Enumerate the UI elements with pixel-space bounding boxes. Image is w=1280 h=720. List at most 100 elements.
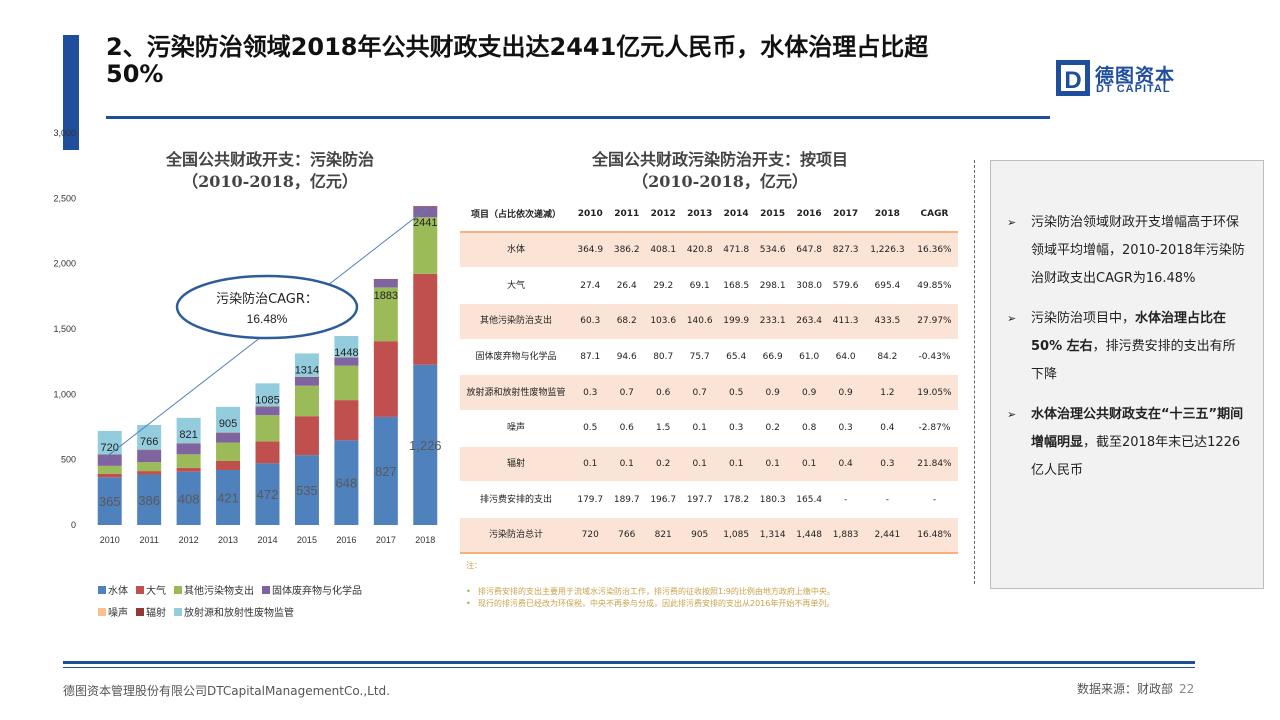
table-cell-item: 水体 bbox=[460, 232, 572, 268]
footer-rule-thin bbox=[63, 667, 1195, 668]
table-header-year: 2014 bbox=[718, 196, 754, 232]
right-chart-title-line2: （2010-2018，亿元） bbox=[560, 171, 880, 193]
x-tick-label: 2014 bbox=[257, 535, 277, 545]
table-cell-value: 168.5 bbox=[718, 268, 754, 304]
legend-swatch bbox=[262, 586, 270, 594]
bar-segment bbox=[413, 274, 437, 365]
bar-segment bbox=[216, 443, 240, 461]
table-row: 固体废弃物与化学品87.194.680.775.765.466.961.064.… bbox=[460, 339, 958, 375]
legend-item: 水体 bbox=[98, 582, 128, 597]
table-cell-value: 199.9 bbox=[718, 303, 754, 339]
table-cell-value: - bbox=[827, 482, 863, 518]
table-cell-value: 0.3 bbox=[572, 375, 608, 411]
x-tick-label: 2012 bbox=[179, 535, 199, 545]
bar-segment bbox=[177, 444, 201, 455]
table-cell-value: 695.4 bbox=[864, 268, 911, 304]
table-cell-value: -0.43% bbox=[911, 339, 958, 375]
table-cell-value: 905 bbox=[681, 518, 717, 554]
table-cell-value: 21.84% bbox=[911, 446, 958, 482]
table-cell-value: 29.2 bbox=[645, 268, 681, 304]
table-cell-value: 49.85% bbox=[911, 268, 958, 304]
summary-bullet-2-pre: 污染防治项目中， bbox=[1031, 311, 1135, 326]
table-notes: 注： 排污费安排的支出主要用于流域水污染防治工作，排污费的征收按照1:9的比例由… bbox=[466, 560, 966, 610]
table-cell-value: 720 bbox=[572, 518, 608, 554]
table-cell-value: 0.2 bbox=[754, 410, 790, 446]
table-row: 水体364.9386.2408.1420.8471.8534.6647.8827… bbox=[460, 232, 958, 268]
legend-swatch bbox=[98, 608, 106, 616]
table-cell-item: 大气 bbox=[460, 268, 572, 304]
legend-swatch bbox=[136, 608, 144, 616]
table-cell-value: 84.2 bbox=[864, 339, 911, 375]
table-cell-value: 0.6 bbox=[645, 375, 681, 411]
table-cell-item: 排污费安排的支出 bbox=[460, 482, 572, 518]
page-title: 2、污染防治领域2018年公共财政支出达2441亿元人民币，水体治理占比超 50… bbox=[106, 34, 1036, 88]
table-header-row: 项目（占比依次递减）201020112012201320142015201620… bbox=[460, 196, 958, 232]
x-tick-label: 2010 bbox=[100, 535, 120, 545]
legend-label: 大气 bbox=[146, 582, 166, 597]
table-cell-value: 27.97% bbox=[911, 303, 958, 339]
table-header-year: CAGR bbox=[911, 196, 958, 232]
table-cell-value: 233.1 bbox=[754, 303, 790, 339]
legend-label: 辐射 bbox=[146, 604, 166, 619]
legend-item: 固体废弃物与化学品 bbox=[262, 582, 362, 597]
bar-segment bbox=[98, 474, 122, 478]
table-row: 噪声0.50.61.50.10.30.20.80.30.4-2.87% bbox=[460, 410, 958, 446]
table-cell-value: -2.87% bbox=[911, 410, 958, 446]
table-cell-value: 80.7 bbox=[645, 339, 681, 375]
bar-segment bbox=[137, 450, 161, 462]
y-tick-label: 1,000 bbox=[53, 389, 76, 399]
table-cell-value: 0.1 bbox=[718, 446, 754, 482]
y-tick-label: 1,500 bbox=[53, 324, 76, 334]
table-cell-value: 263.4 bbox=[791, 303, 827, 339]
table-header-year: 2016 bbox=[791, 196, 827, 232]
table-header-year: 2011 bbox=[608, 196, 644, 232]
table-cell-value: 1,226.3 bbox=[864, 232, 911, 268]
bar-segment bbox=[256, 407, 280, 416]
footer-company: 德图资本管理股份有限公司DTCapitalManagementCo.,Ltd. bbox=[63, 682, 390, 699]
table-cell-value: 0.3 bbox=[718, 410, 754, 446]
table-cell-value: 26.4 bbox=[608, 268, 644, 304]
table-cell-value: 16.48% bbox=[911, 518, 958, 554]
table-cell-value: 386.2 bbox=[608, 232, 644, 268]
legend-swatch bbox=[136, 586, 144, 594]
table-cell-item: 固体废弃物与化学品 bbox=[460, 339, 572, 375]
table-cell-value: 433.5 bbox=[864, 303, 911, 339]
table-cell-value: 0.1 bbox=[572, 446, 608, 482]
x-tick-label: 2015 bbox=[297, 535, 317, 545]
table-cell-value: 0.4 bbox=[864, 410, 911, 446]
table-cell-value: 0.9 bbox=[754, 375, 790, 411]
bar-segment bbox=[334, 400, 358, 440]
table-row: 大气27.426.429.269.1168.5298.1308.0579.669… bbox=[460, 268, 958, 304]
footer-source: 数据来源：财政部22 bbox=[1077, 680, 1194, 697]
legend-label: 其他污染物支出 bbox=[184, 582, 254, 597]
legend-row: 水体 大气 其他污染物支出固体废弃物与化学品 bbox=[98, 582, 448, 597]
table-cell-value: 27.4 bbox=[572, 268, 608, 304]
data-label-water: 648 bbox=[336, 476, 358, 491]
table-cell-value: 0.9 bbox=[827, 375, 863, 411]
bar-segment bbox=[216, 461, 240, 470]
legend-item: 放射源和放射性废物监管 bbox=[174, 604, 294, 619]
data-label-total: 821 bbox=[179, 429, 197, 441]
bar-segment bbox=[177, 454, 201, 468]
table-cell-value: 179.7 bbox=[572, 482, 608, 518]
x-tick-label: 2018 bbox=[415, 535, 435, 545]
table-cell-item: 放射源和放射性废物监管 bbox=[460, 375, 572, 411]
table-row: 排污费安排的支出179.7189.7196.7197.7178.2180.316… bbox=[460, 482, 958, 518]
bar-segment bbox=[295, 386, 319, 416]
expenditure-table: 项目（占比依次递减）201020112012201320142015201620… bbox=[460, 196, 958, 554]
data-label-total: 905 bbox=[219, 418, 237, 430]
data-label-water: 408 bbox=[178, 491, 200, 506]
legend-swatch bbox=[98, 586, 106, 594]
bar-segment bbox=[98, 466, 122, 474]
summary-bullet-2: 污染防治项目中，水体治理占比在 50% 左右，排污费安排的支出有所下降 bbox=[1007, 305, 1245, 389]
table-cell-value: 189.7 bbox=[608, 482, 644, 518]
table-cell-value: 165.4 bbox=[791, 482, 827, 518]
data-label-total: 1085 bbox=[255, 394, 279, 406]
bar-segment bbox=[256, 441, 280, 463]
data-label-water: 827 bbox=[375, 464, 397, 479]
bar-segment bbox=[374, 279, 398, 287]
table-cell-value: - bbox=[911, 482, 958, 518]
y-tick-label: 0 bbox=[71, 520, 76, 530]
title-underline bbox=[106, 116, 1050, 119]
bar-segment bbox=[295, 377, 319, 386]
